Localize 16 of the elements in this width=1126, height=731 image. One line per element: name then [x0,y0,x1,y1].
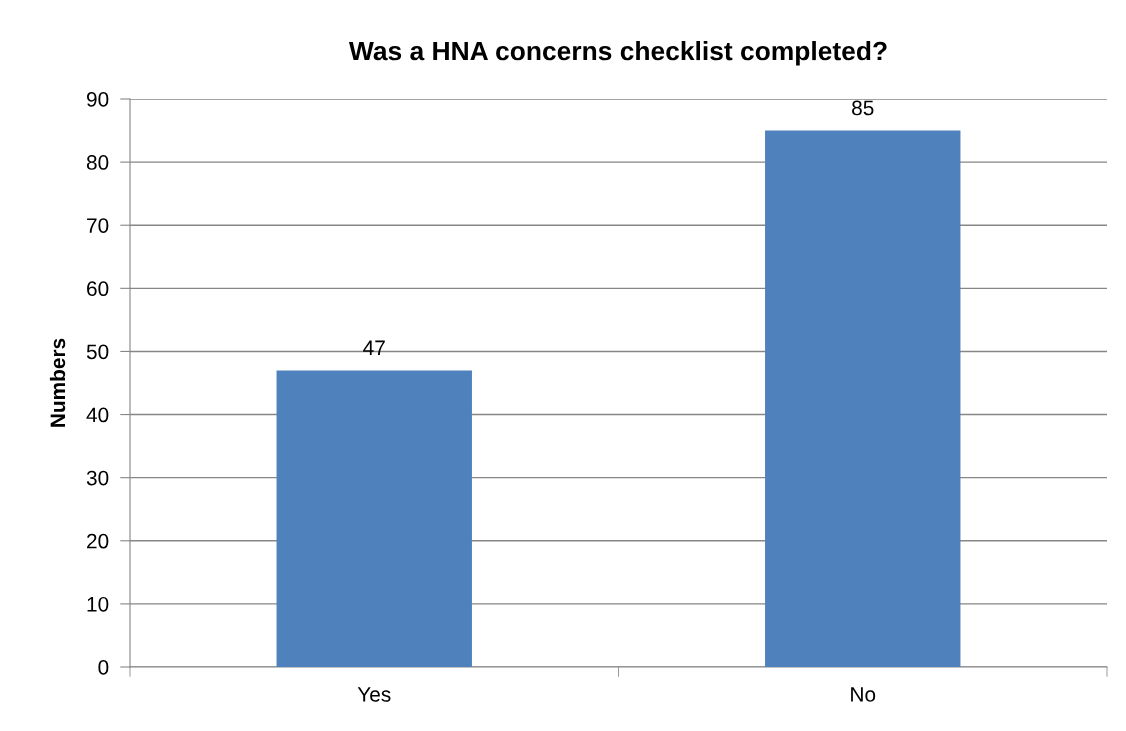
y-tick-label: 80 [86,155,109,170]
data-label: 47 [363,340,385,355]
y-tick-label: 50 [86,344,109,360]
x-tick-label: No [851,687,876,702]
y-tick-label: 0 [98,660,109,675]
y-tick-label: 40 [86,407,109,423]
y-tick-label: 10 [87,596,109,612]
y-tick-label: 70 [87,218,109,233]
y-tick-label: 20 [87,533,109,549]
y-tick-label: 30 [86,470,109,486]
x-tick-label: Yes [357,687,391,702]
data-label: 85 [852,100,874,116]
chart-title: Was a HNA concerns checklist completed? [348,40,887,66]
y-axis-title: Numbers [49,338,66,427]
y-tick-label: 90 [86,92,109,107]
y-tick-label: 60 [87,281,109,297]
